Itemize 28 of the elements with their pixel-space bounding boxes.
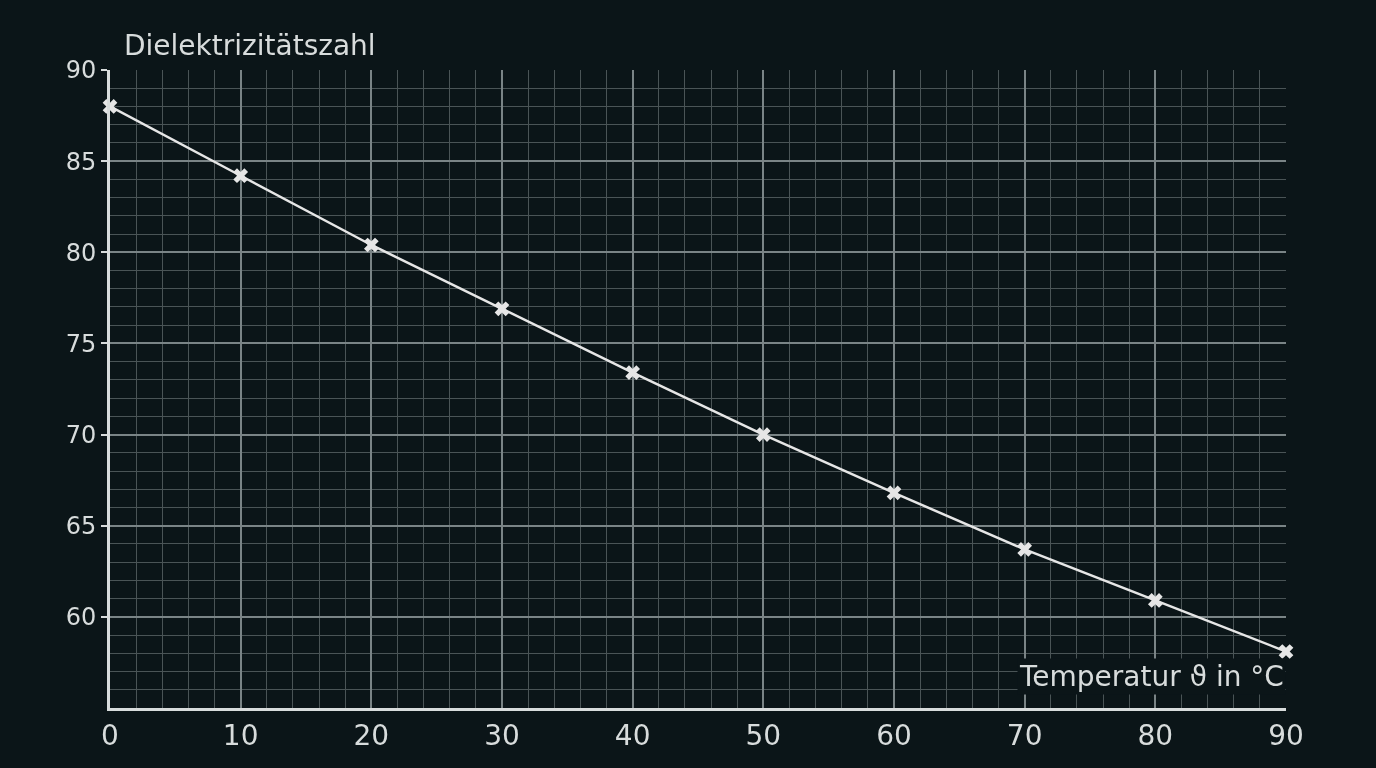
point (755, 427, 771, 442)
y-tick-label: 60 (65, 603, 97, 632)
point (625, 365, 641, 380)
point (494, 301, 510, 317)
x-tick-label: 10 (222, 718, 259, 752)
x-tick-label: 20 (353, 718, 390, 752)
x-axis-title: Temperatur ϑ in °C (1019, 660, 1284, 693)
x-tick-label: 0 (101, 718, 119, 752)
x-tick-label: 60 (876, 718, 912, 752)
x-tick-label: 80 (1137, 718, 1174, 752)
y-tick-label: 65 (65, 512, 97, 541)
x-tick-label: 70 (1006, 718, 1043, 752)
point (233, 168, 249, 184)
y-tick-label: 70 (65, 420, 97, 449)
x-tick-label: 50 (745, 718, 782, 752)
point (363, 237, 379, 253)
point (1278, 644, 1294, 659)
y-tick-label: 90 (65, 56, 97, 85)
x-tick-label: 90 (1268, 718, 1304, 752)
y-tick-label: 75 (65, 329, 97, 358)
y-tick-label: 80 (65, 238, 97, 267)
x-tick-label: 30 (484, 718, 520, 752)
y-axis-title: Dielektrizitätszahl (124, 29, 376, 62)
point (886, 485, 902, 501)
point (1147, 593, 1163, 608)
point (1017, 542, 1033, 557)
y-tick-label: 85 (65, 147, 97, 176)
x-tick-label: 40 (614, 718, 651, 752)
